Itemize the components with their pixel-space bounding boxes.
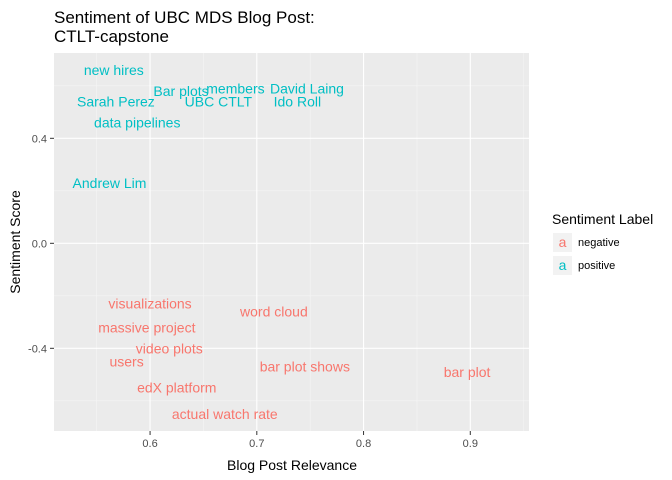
x-tick-label: 0.7: [249, 438, 264, 450]
point-label-positive: Bar plots: [153, 83, 208, 99]
legend-key-negative: [553, 233, 572, 252]
point-label-positive: UBC CTLT: [185, 94, 253, 110]
x-tick-label: 0.8: [356, 438, 371, 450]
y-tick-label: 0.4: [32, 133, 47, 145]
y-axis-title: Sentiment Score: [7, 190, 23, 294]
chart-title-line-2: CTLT-capstone: [54, 27, 169, 46]
point-label-negative: bar plot: [444, 364, 491, 380]
point-label-positive: Andrew Lim: [73, 175, 147, 191]
x-tick-label: 0.9: [463, 438, 478, 450]
y-tick-label: -0.4: [28, 343, 47, 355]
point-label-negative: users: [109, 353, 143, 369]
major-gridlines: [54, 53, 529, 431]
x-tick-label: 0.6: [142, 438, 157, 450]
point-label-negative: edX platform: [137, 380, 216, 396]
chart-title-line-1: Sentiment of UBC MDS Blog Post:: [54, 8, 315, 27]
point-label-negative: actual watch rate: [172, 406, 278, 422]
legend-label-negative: negative: [578, 237, 620, 249]
legend-key-glyph: a: [559, 234, 567, 250]
plot-panel: [54, 53, 529, 431]
legend-title: Sentiment Label: [552, 211, 653, 227]
point-label-positive: Sarah Perez: [77, 94, 155, 110]
point-label-positive: Ido Roll: [274, 94, 321, 110]
axis-ticks: 0.6 0.7 0.8 0.9 -0.4 0.0 0.4: [28, 133, 478, 450]
point-label-negative: word cloud: [239, 304, 308, 320]
y-tick-label: 0.0: [32, 238, 47, 250]
point-label-positive: new hires: [84, 62, 144, 78]
point-labels: visualizations massive project video plots…: [73, 62, 491, 422]
legend: Sentiment Label a negative a positive: [552, 211, 653, 275]
x-axis-title: Blog Post Relevance: [227, 457, 357, 473]
point-label-positive: data pipelines: [94, 115, 180, 131]
point-label-negative: bar plot shows: [260, 359, 350, 375]
legend-key-positive: [553, 256, 572, 275]
point-label-negative: massive project: [98, 319, 195, 335]
legend-key-glyph: a: [559, 257, 567, 273]
minor-gridlines: [54, 53, 529, 431]
point-label-positive: David Laing: [270, 80, 344, 96]
point-label-positive: members: [206, 80, 264, 96]
point-label-negative: video plots: [136, 340, 203, 356]
legend-label-positive: positive: [578, 260, 615, 272]
point-label-negative: visualizations: [108, 296, 191, 312]
